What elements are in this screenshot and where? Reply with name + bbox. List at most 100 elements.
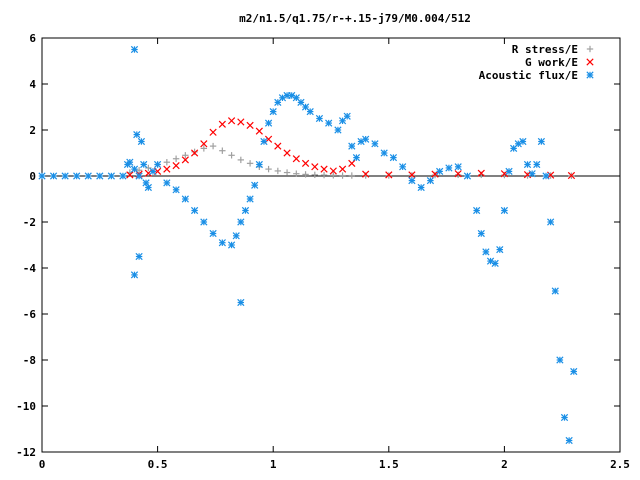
data-point xyxy=(417,183,425,192)
data-point xyxy=(251,181,259,189)
data-point xyxy=(445,164,453,172)
data-point xyxy=(135,167,143,174)
data-point xyxy=(126,158,134,166)
data-point xyxy=(496,245,504,254)
data-point xyxy=(181,156,189,164)
data-point xyxy=(330,172,337,179)
data-point xyxy=(362,135,370,143)
data-point xyxy=(491,259,499,268)
data-point xyxy=(556,356,564,364)
data-point xyxy=(163,179,171,187)
data-point xyxy=(362,170,370,178)
data-point xyxy=(389,153,398,162)
data-point xyxy=(477,229,485,238)
legend-marker-1 xyxy=(586,58,594,66)
data-point xyxy=(362,172,369,179)
data-point xyxy=(140,160,148,169)
data-point xyxy=(228,152,235,159)
data-point xyxy=(49,172,58,180)
data-point xyxy=(302,171,309,178)
y-tick-label: -4 xyxy=(23,262,37,275)
data-point xyxy=(153,160,162,169)
data-point xyxy=(218,239,226,247)
data-point xyxy=(385,171,393,179)
data-point xyxy=(547,218,555,226)
series-1 xyxy=(126,117,576,180)
data-point xyxy=(431,171,439,179)
y-tick-label: 6 xyxy=(29,32,36,45)
data-point xyxy=(431,170,439,178)
data-point xyxy=(338,165,347,173)
data-point xyxy=(227,117,236,125)
data-point xyxy=(218,120,226,128)
data-point xyxy=(255,127,263,135)
data-point xyxy=(501,171,508,179)
data-point xyxy=(264,119,273,127)
data-point xyxy=(190,206,199,215)
data-point xyxy=(274,142,282,150)
y-tick-label: -2 xyxy=(23,216,36,229)
data-point xyxy=(320,165,328,173)
data-point xyxy=(505,167,513,176)
data-point xyxy=(200,145,208,152)
data-point xyxy=(306,107,314,116)
data-point xyxy=(570,367,578,376)
data-point xyxy=(301,103,310,111)
data-point xyxy=(560,413,569,422)
data-point xyxy=(135,252,143,261)
data-point xyxy=(551,287,559,295)
chart-title: m2/n1.5/q1.75/r-+.15-j79/M0.004/512 xyxy=(239,12,471,25)
x-tick-label: 0.5 xyxy=(148,458,168,471)
data-point xyxy=(144,183,152,192)
data-point xyxy=(191,148,198,156)
data-point xyxy=(137,137,146,146)
data-point xyxy=(463,172,472,180)
series-0 xyxy=(126,142,575,179)
data-point xyxy=(311,171,319,179)
data-point xyxy=(200,218,208,226)
legend-label-0: R stress/E xyxy=(512,43,578,56)
data-point xyxy=(237,298,245,307)
x-tick-label: 2 xyxy=(501,458,508,471)
data-point xyxy=(84,172,92,180)
data-point xyxy=(542,172,550,180)
data-point xyxy=(523,160,532,169)
data-point xyxy=(119,172,127,180)
y-tick-label: -12 xyxy=(16,446,36,459)
data-point xyxy=(246,121,254,130)
data-point xyxy=(232,232,240,240)
data-point xyxy=(408,171,416,179)
x-tick-label: 2.5 xyxy=(610,458,630,471)
axes: 0 0.5 1 1.5 2 2.5 -12 -10 -8 -6 -4 -2 0 2 4 6 xyxy=(16,32,630,471)
data-point xyxy=(352,153,361,162)
data-point xyxy=(473,206,481,215)
y-tick-label: -10 xyxy=(16,400,36,413)
data-point xyxy=(182,152,189,159)
legend-label-1: G work/E xyxy=(525,56,578,69)
plot-area xyxy=(38,45,578,445)
data-point xyxy=(130,45,139,54)
data-point xyxy=(255,160,263,169)
data-point xyxy=(408,176,416,185)
y-tick-label: -6 xyxy=(23,308,37,321)
y-tick-label: 4 xyxy=(29,78,36,91)
data-point xyxy=(293,170,300,177)
data-point xyxy=(241,206,250,215)
data-point xyxy=(426,176,435,185)
data-point xyxy=(209,142,217,150)
data-point xyxy=(315,114,324,123)
data-point xyxy=(133,130,141,139)
data-point xyxy=(107,172,115,180)
data-point xyxy=(96,172,104,180)
data-point xyxy=(219,147,226,154)
data-point xyxy=(163,165,171,173)
data-point xyxy=(454,171,462,179)
data-point xyxy=(329,167,337,175)
data-point xyxy=(135,172,143,180)
x-tick-label: 0 xyxy=(39,458,46,471)
legend-label-2: Acoustic flux/E xyxy=(479,69,578,82)
data-point xyxy=(320,171,328,179)
legend-marker-2 xyxy=(586,71,594,79)
